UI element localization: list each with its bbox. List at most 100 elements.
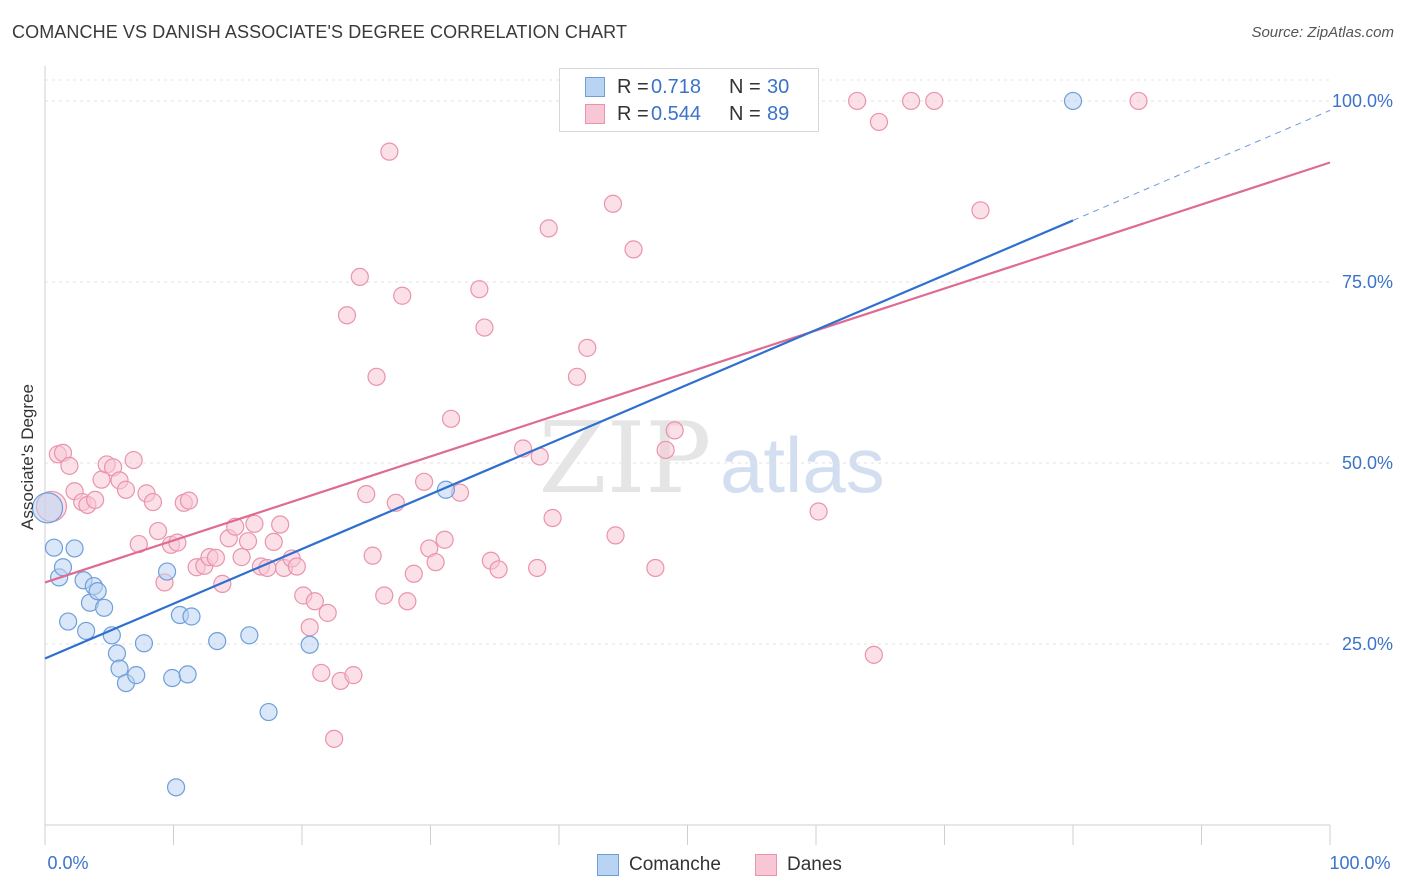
danes-point	[848, 91, 867, 111]
comanche-point	[65, 539, 84, 558]
danes-point	[925, 91, 944, 111]
comanche-point	[182, 607, 201, 626]
chart-title: COMANCHE VS DANISH ASSOCIATE'S DEGREE CO…	[12, 22, 628, 42]
danes-point	[300, 618, 319, 637]
danes-point	[404, 564, 423, 583]
comanche-point	[31, 492, 64, 524]
comanche-n-value: 30	[767, 75, 790, 98]
comanche-point	[178, 665, 197, 684]
comanche-point	[157, 562, 177, 581]
comanche-point	[134, 634, 154, 653]
comanche-point	[166, 778, 186, 797]
danes-point	[543, 508, 562, 528]
danes-r-value: 0.544	[651, 102, 702, 125]
danes-point	[148, 521, 168, 541]
x-tick-label-min: 0.0%	[47, 853, 88, 873]
danes-point	[350, 267, 369, 287]
comanche-point	[107, 644, 127, 663]
danes-point	[441, 409, 461, 428]
danes-point	[539, 219, 558, 238]
danes-point	[414, 472, 434, 491]
y-tick-label: 50.0%	[1342, 453, 1393, 473]
watermark-zip: ZIP	[539, 402, 712, 516]
comanche-swatch	[585, 77, 605, 97]
danes-point	[1129, 91, 1148, 111]
comanche-point	[88, 582, 107, 601]
danes-point	[475, 318, 494, 337]
comanche-point	[300, 635, 319, 654]
danes-point	[567, 367, 587, 386]
comanche-point	[240, 626, 259, 645]
danes-point	[363, 546, 382, 565]
danes-trend-line	[44, 161, 1331, 584]
n-label: N =	[729, 102, 761, 125]
trend-lines	[44, 109, 1331, 660]
danes-point	[435, 530, 454, 549]
bottom-legend-danes: Danes	[755, 852, 842, 878]
danes-point	[646, 558, 665, 578]
comanche-point	[1063, 91, 1083, 111]
bottom-legend-comanche: Comanche	[597, 852, 721, 878]
n-label: N =	[729, 75, 761, 98]
danes-point	[578, 338, 597, 357]
danes-point	[367, 367, 386, 386]
danes-point	[86, 490, 105, 510]
comanche-point	[95, 598, 114, 617]
comanche-legend-label: Comanche	[629, 854, 721, 875]
danes-point	[271, 515, 290, 534]
comanche-point	[44, 538, 64, 557]
comanche-trend-line	[44, 219, 1074, 660]
danes-point	[60, 456, 79, 475]
comanche-r-value: 0.718	[651, 75, 702, 98]
watermark: ZIP atlas	[539, 402, 885, 516]
y-tick-labels: 25.0% 50.0% 75.0% 100.0%	[1332, 91, 1393, 654]
comanche-point	[53, 558, 73, 577]
danes-point	[318, 603, 337, 622]
danes-points	[35, 91, 1148, 748]
danes-swatch	[585, 104, 605, 124]
danes-point	[809, 502, 828, 521]
danes-point	[206, 548, 226, 567]
y-tick-label: 25.0%	[1342, 634, 1393, 654]
danes-n-value: 89	[767, 102, 790, 125]
stats-legend: R = 0.718 N = 30 R = 0.544 N = 89	[559, 68, 819, 132]
comanche-point	[163, 668, 182, 688]
danes-point	[325, 729, 344, 748]
danes-point	[380, 142, 399, 161]
danes-point	[864, 645, 883, 664]
danes-point	[337, 306, 357, 325]
danes-point	[656, 440, 675, 460]
comanche-point	[59, 612, 78, 631]
danes-point	[375, 586, 394, 605]
danes-point	[869, 112, 889, 132]
danes-point	[489, 560, 508, 579]
axes	[44, 66, 1331, 845]
comanche-point	[208, 631, 227, 651]
danes-point	[470, 280, 489, 299]
danes-point	[312, 663, 331, 683]
danes-point	[901, 91, 921, 111]
danes-point	[357, 485, 376, 504]
danes-point	[232, 548, 251, 567]
comanche-trend-extension	[1072, 109, 1331, 221]
r-label: R =	[617, 75, 649, 98]
comanche-point	[127, 666, 146, 685]
danes-point	[398, 592, 417, 611]
danes-legend-swatch	[755, 854, 777, 876]
comanche-legend-swatch	[597, 854, 619, 876]
y-tick-label: 75.0%	[1342, 272, 1393, 292]
danes-point	[603, 194, 623, 213]
danes-point	[143, 492, 163, 512]
y-tick-label: 100.0%	[1332, 91, 1393, 111]
watermark-atlas: atlas	[720, 421, 885, 509]
danes-point	[971, 201, 990, 220]
r-label: R =	[617, 102, 649, 125]
danes-legend-label: Danes	[787, 854, 842, 875]
legend-row-comanche: R = 0.718 N = 30	[585, 75, 789, 99]
danes-point	[528, 558, 547, 578]
danes-point	[245, 514, 264, 533]
source-credit: Source: ZipAtlas.com	[1251, 24, 1394, 41]
danes-point	[116, 480, 136, 499]
danes-point	[344, 666, 363, 685]
